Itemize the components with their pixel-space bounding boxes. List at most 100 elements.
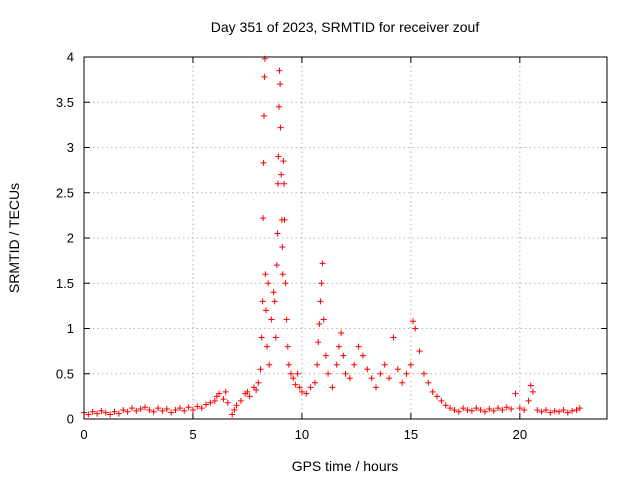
data-point xyxy=(315,339,322,346)
x-tick-label: 5 xyxy=(189,427,196,442)
data-point xyxy=(142,404,149,411)
data-point xyxy=(279,271,286,278)
data-point xyxy=(468,407,475,414)
data-point xyxy=(262,307,269,314)
data-point xyxy=(274,230,281,237)
data-points xyxy=(81,55,583,418)
data-point xyxy=(280,158,287,165)
data-point xyxy=(159,407,166,414)
data-point xyxy=(394,366,401,373)
data-point xyxy=(320,316,327,323)
data-point xyxy=(399,379,406,386)
data-point xyxy=(284,343,291,350)
data-point xyxy=(94,410,101,417)
data-point xyxy=(403,370,410,377)
axis-ticks: 0 5 10 15 20 0 0.5 1 1.5 2 2.5 3 3.5 4 xyxy=(56,50,607,442)
y-tick-label: 1.5 xyxy=(56,276,74,291)
data-point xyxy=(283,316,290,323)
data-point xyxy=(137,406,144,413)
data-point xyxy=(168,409,175,416)
data-point xyxy=(257,366,264,373)
data-point xyxy=(255,379,262,386)
data-point xyxy=(412,325,419,332)
data-point xyxy=(128,405,135,412)
data-point xyxy=(211,397,218,404)
data-point xyxy=(279,244,286,251)
data-point xyxy=(276,67,283,74)
data-point xyxy=(281,216,288,223)
chart-title: Day 351 of 2023, SRMTID for receiver zou… xyxy=(211,19,480,35)
data-point xyxy=(224,399,231,406)
data-point xyxy=(260,159,267,166)
x-tick-label: 20 xyxy=(513,427,527,442)
data-point xyxy=(163,406,170,413)
data-point xyxy=(271,298,278,305)
data-point xyxy=(342,370,349,377)
data-point xyxy=(276,103,283,110)
data-point xyxy=(335,343,342,350)
data-point xyxy=(102,409,109,416)
data-point xyxy=(85,411,92,418)
data-point xyxy=(377,370,384,377)
data-point xyxy=(516,405,523,412)
data-point xyxy=(222,388,229,395)
data-point xyxy=(275,153,282,160)
data-point xyxy=(278,171,285,178)
data-point xyxy=(359,352,366,359)
data-point xyxy=(538,408,545,415)
data-point xyxy=(146,406,153,413)
data-point xyxy=(318,280,325,287)
data-point xyxy=(294,370,301,377)
y-tick-label: 0 xyxy=(67,412,74,427)
data-point xyxy=(281,180,288,187)
data-point xyxy=(386,375,393,382)
data-point xyxy=(231,406,238,413)
data-point xyxy=(410,318,417,325)
data-point xyxy=(508,406,515,413)
data-point xyxy=(282,280,289,287)
data-point xyxy=(495,405,502,412)
data-point xyxy=(203,401,210,408)
data-point xyxy=(486,406,493,413)
data-point xyxy=(368,375,375,382)
data-point xyxy=(237,397,244,404)
data-point xyxy=(115,410,122,417)
data-point xyxy=(268,316,275,323)
data-point xyxy=(89,408,96,415)
y-tick-label: 4 xyxy=(67,50,74,65)
data-point xyxy=(355,343,362,350)
data-point xyxy=(181,407,188,414)
data-point xyxy=(314,361,321,368)
data-point xyxy=(264,343,271,350)
plot-frame xyxy=(83,56,608,420)
data-point xyxy=(534,406,541,413)
data-point xyxy=(322,352,329,359)
data-point xyxy=(460,405,467,412)
data-point xyxy=(185,404,192,411)
data-point xyxy=(260,112,267,119)
data-point xyxy=(477,406,484,413)
data-point xyxy=(329,384,336,391)
data-point xyxy=(270,289,277,296)
data-point xyxy=(364,366,371,373)
data-point xyxy=(273,262,280,269)
data-point xyxy=(338,330,345,337)
y-tick-label: 1 xyxy=(67,321,74,336)
data-point xyxy=(425,379,432,386)
data-point xyxy=(529,388,536,395)
data-point xyxy=(521,406,528,413)
data-point xyxy=(512,390,519,397)
data-point xyxy=(120,406,127,413)
data-point xyxy=(290,375,297,382)
data-point xyxy=(260,215,267,222)
data-point xyxy=(381,361,388,368)
data-point xyxy=(442,402,449,409)
data-point xyxy=(346,375,353,382)
data-point xyxy=(407,361,414,368)
y-tick-label: 3 xyxy=(67,140,74,155)
data-point xyxy=(198,405,205,412)
data-point xyxy=(434,393,441,400)
data-point xyxy=(258,334,265,341)
data-point xyxy=(274,180,281,187)
